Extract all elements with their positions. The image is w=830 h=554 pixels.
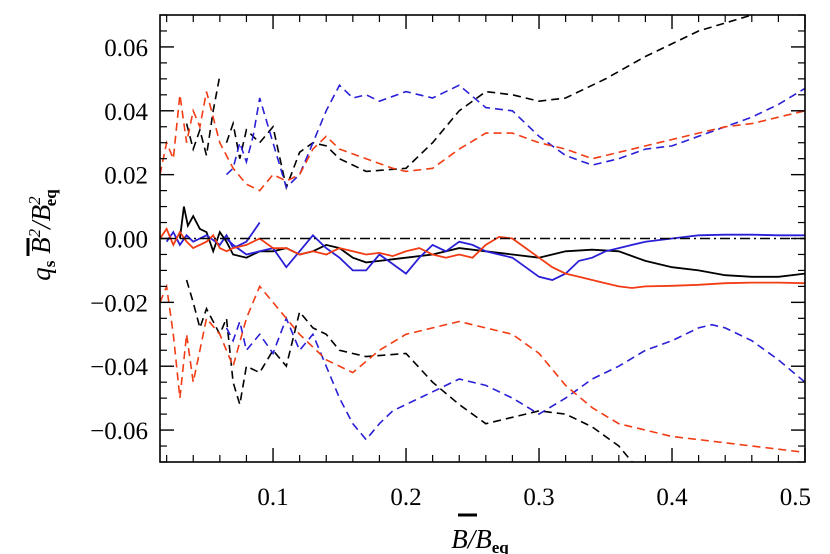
x-tick-label: 0.4 xyxy=(656,484,688,511)
y-axis-title: qs B2/B2eq xyxy=(25,189,60,281)
series-line-6 xyxy=(225,15,759,191)
x-label-main: B/B xyxy=(451,524,492,554)
svg-text:qs B2/B2eq: qs B2/B2eq xyxy=(25,189,60,281)
y-label-q-sub: s xyxy=(40,260,59,267)
series-line-11 xyxy=(160,283,805,454)
y-label-sup1: 2 xyxy=(25,228,44,237)
x-tick-label: 0.5 xyxy=(780,484,811,511)
svg-text:B/Beq: B/Beq xyxy=(451,524,509,554)
y-label-rest: B xyxy=(26,237,56,260)
series-line-7 xyxy=(225,83,805,189)
y-tick-label: 0.04 xyxy=(104,99,148,126)
series-line-5 xyxy=(185,75,221,156)
series-line-8 xyxy=(160,91,805,192)
y-tick-label: −0.06 xyxy=(90,418,148,445)
tick-labels-layer: 0.1 0.2 0.3 0.4 0.5 −0.06 −0.04 −0.02 0.00 0.02 0.… xyxy=(90,35,811,511)
x-tick-label: 0.2 xyxy=(390,484,421,511)
x-tick-label: 0.3 xyxy=(523,484,554,511)
series-line-3 xyxy=(225,233,805,281)
series-line-9 xyxy=(185,279,633,462)
series-line-1 xyxy=(179,206,805,278)
y-label-eq-sub: eq xyxy=(41,189,60,207)
x-axis-title: B/Beq xyxy=(451,513,509,554)
y-tick-label: 0.00 xyxy=(104,227,148,254)
ticks-layer xyxy=(160,14,806,463)
y-tick-label: −0.04 xyxy=(90,354,148,381)
x-label-sub: eq xyxy=(492,538,510,554)
series-line-4 xyxy=(160,227,805,289)
x-tick-label: 0.1 xyxy=(257,484,288,511)
y-label-slash: /B xyxy=(26,205,56,231)
series-layer xyxy=(160,15,805,462)
y-tick-label: 0.06 xyxy=(104,35,148,62)
y-tick-label: 0.02 xyxy=(104,163,148,190)
series-line-2 xyxy=(165,221,261,250)
y-tick-label: −0.02 xyxy=(90,290,148,317)
y-label-q: q xyxy=(26,267,56,281)
y-label-sup2: 2 xyxy=(25,196,44,205)
